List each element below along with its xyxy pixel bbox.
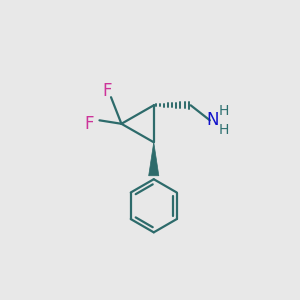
Text: N: N: [206, 111, 219, 129]
Text: F: F: [103, 82, 112, 100]
Text: H: H: [219, 104, 230, 118]
Text: F: F: [84, 115, 94, 133]
Polygon shape: [149, 142, 159, 176]
Text: H: H: [219, 123, 230, 136]
